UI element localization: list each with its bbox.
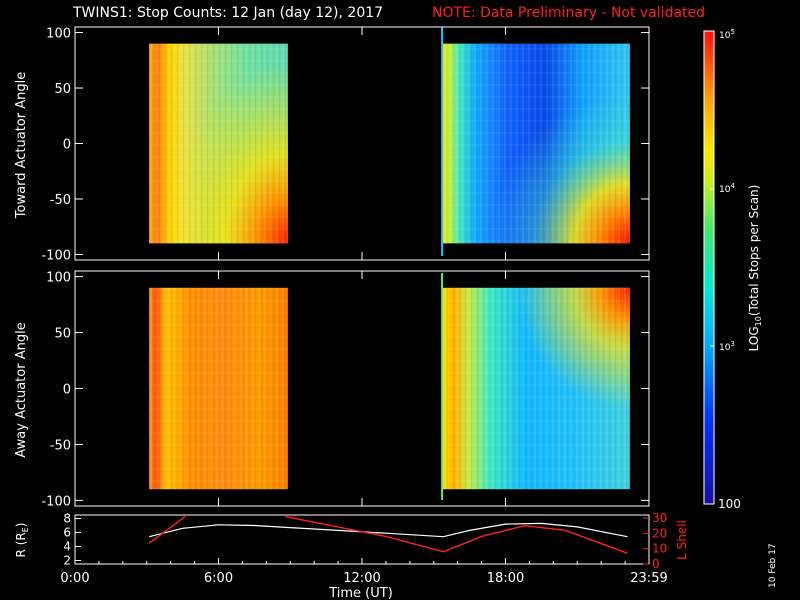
generated-date: 10 Feb 17	[768, 543, 778, 588]
svg-text:R (RE): R (RE)	[14, 523, 30, 558]
orbit-xtick-label: 23:59	[630, 571, 667, 586]
ylabel-r: R (RE)	[14, 523, 30, 558]
orbit-ytick-label-left: 6	[63, 526, 71, 540]
toward-ytick-label: -100	[41, 248, 71, 263]
orbit-ytick-label-right: 10	[652, 542, 667, 556]
cbar-tick-1e3: 103	[719, 340, 735, 353]
away-heat-texture-h	[149, 287, 288, 490]
orbit-ytick-label-left: 8	[63, 512, 71, 526]
orbit-xtick-label: 0:00	[60, 571, 89, 586]
away-ytick-label: 100	[46, 271, 71, 286]
lshell-line	[285, 515, 628, 554]
orbit-ytick-label-right: 0	[652, 557, 660, 571]
r-distance-line	[148, 522, 628, 538]
orbit-xtick-label: 18:00	[487, 571, 524, 586]
lshell-line	[148, 515, 186, 544]
xlabel-time: Time (UT)	[328, 586, 393, 600]
toward-ytick-label: 100	[46, 27, 71, 42]
chart-title: TWINS1: Stop Counts: 12 Jan (day 12), 20…	[73, 5, 384, 21]
ylabel-away: Away Actuator Angle	[14, 322, 29, 457]
orbit-ytick-label-right: 20	[652, 526, 667, 540]
orbit-xtick-label: 12:00	[343, 571, 380, 586]
away-ytick-label: 0	[63, 383, 71, 398]
away-ytick-label: -100	[41, 494, 71, 509]
orbit-ytick-label-right: 30	[652, 511, 667, 525]
orbit-ytick-label-left: 4	[63, 540, 71, 554]
ylabel-toward: Toward Actuator Angle	[14, 72, 29, 219]
away-heat-texture-h	[442, 287, 630, 490]
away-ytick-label: 50	[54, 327, 71, 342]
cbar-tick-1e5: 105	[719, 28, 735, 41]
cbar-tick-100: 100	[718, 497, 741, 511]
toward-ytick-label: 0	[63, 138, 71, 153]
toward-heat-texture-h	[442, 43, 630, 244]
colorbar	[703, 30, 715, 505]
toward-heat-texture-h	[149, 43, 288, 244]
preliminary-note: NOTE: Data Preliminary - Not validated	[432, 5, 706, 21]
title-row: TWINS1: Stop Counts: 12 Jan (day 12), 20…	[0, 3, 800, 25]
away-ytick-label: -50	[50, 438, 71, 453]
svg-text:LOG10(Total Stops per Scan): LOG10(Total Stops per Scan)	[747, 185, 763, 352]
orbit-ytick-label-left: 2	[63, 554, 71, 568]
orbit-frame	[74, 514, 650, 565]
toward-ytick-label: 50	[54, 82, 71, 97]
colorbar-label: LOG10(Total Stops per Scan)	[747, 185, 763, 352]
toward-ytick-label: -50	[50, 193, 71, 208]
orbit-xtick-label: 6:00	[204, 571, 233, 586]
cbar-tick-1e4: 104	[719, 182, 735, 195]
ylabel-lshell: L Shell	[675, 520, 689, 560]
